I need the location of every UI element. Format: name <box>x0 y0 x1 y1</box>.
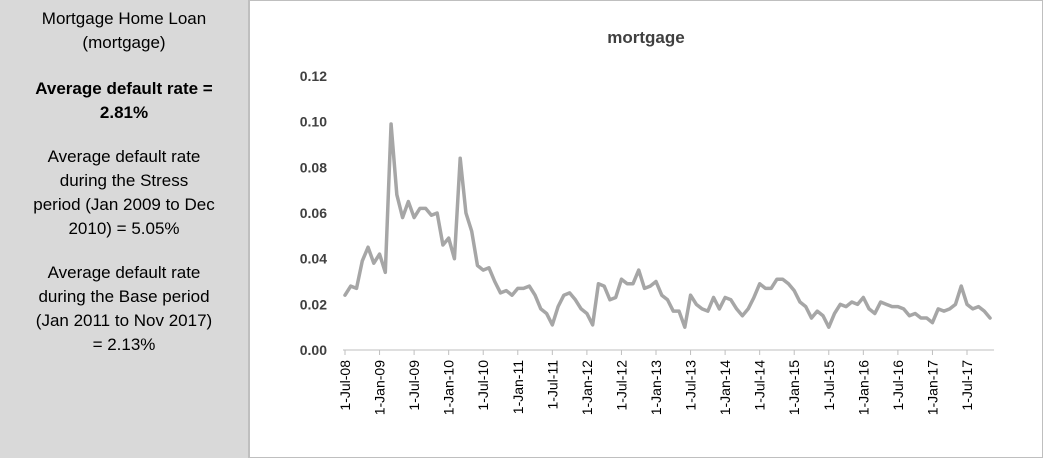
base-text-3: (Jan 2011 to Nov 2017) <box>35 311 213 330</box>
stress-text-2: during the Stress <box>59 171 189 190</box>
y-tick-label: 0.06 <box>300 205 327 221</box>
x-tick-label: 1-Jul-11 <box>544 360 560 410</box>
stress-text-4: 2010) = 5.05% <box>68 219 180 238</box>
x-tick-label: 1-Jul-17 <box>959 360 975 411</box>
x-tick-label: 1-Jul-09 <box>406 360 422 411</box>
series-line <box>343 122 992 329</box>
x-tick-label: 1-Jul-15 <box>821 360 837 411</box>
x-tick-label: 1-Jan-17 <box>924 360 940 415</box>
summary-panel: Mortgage Home Loan (mortgage) Average de… <box>0 0 249 458</box>
y-tick-label: 0.02 <box>300 296 327 312</box>
stress-text-3: period (Jan 2009 to Dec <box>33 195 215 214</box>
chart-area: mortgage 0.00 0.02 0.04 0.06 0.08 0.10 0.12 1-… <box>249 0 1043 458</box>
y-tick-label: 0.12 <box>300 68 327 84</box>
x-tick-label: 1-Jul-13 <box>683 360 699 411</box>
x-tick-label: 1-Jul-08 <box>337 360 353 411</box>
x-tick-label: 1-Jul-12 <box>613 360 629 411</box>
x-tick-label: 1-Jan-15 <box>786 360 802 415</box>
x-tick-label: 1-Jan-09 <box>372 360 388 415</box>
base-text-2: during the Base period <box>38 287 210 306</box>
x-tick-label: 1-Jan-16 <box>855 360 871 415</box>
y-tick-label: 0.04 <box>300 251 327 267</box>
x-tick-label: 1-Jul-16 <box>890 360 906 411</box>
x-tick-label: 1-Jul-10 <box>475 360 491 411</box>
x-tick-label: 1-Jan-13 <box>648 360 664 415</box>
y-tick-label: 0.10 <box>300 114 327 130</box>
base-text-1: Average default rate <box>47 263 201 282</box>
stress-text-1: Average default rate <box>47 147 201 166</box>
y-tick-label: 0.00 <box>300 342 327 358</box>
x-tick-label: 1-Jul-14 <box>752 360 768 411</box>
line-chart: mortgage 0.00 0.02 0.04 0.06 0.08 0.10 0.12 1-… <box>300 28 995 415</box>
loan-name: Mortgage Home Loan <box>41 9 207 28</box>
average-rate-label: Average default rate = <box>35 79 213 98</box>
base-text-4: = 2.13% <box>92 335 156 354</box>
x-tick-label: 1-Jan-11 <box>510 360 526 414</box>
y-tick-label: 0.08 <box>300 159 327 175</box>
loan-code: (mortgage) <box>82 33 166 52</box>
chart-title: mortgage <box>607 28 684 47</box>
x-tick-label: 1-Jan-12 <box>579 360 595 415</box>
x-tick-label: 1-Jan-10 <box>441 360 457 415</box>
x-tick-label: 1-Jan-14 <box>717 360 733 415</box>
average-rate-value: 2.81% <box>99 103 149 122</box>
